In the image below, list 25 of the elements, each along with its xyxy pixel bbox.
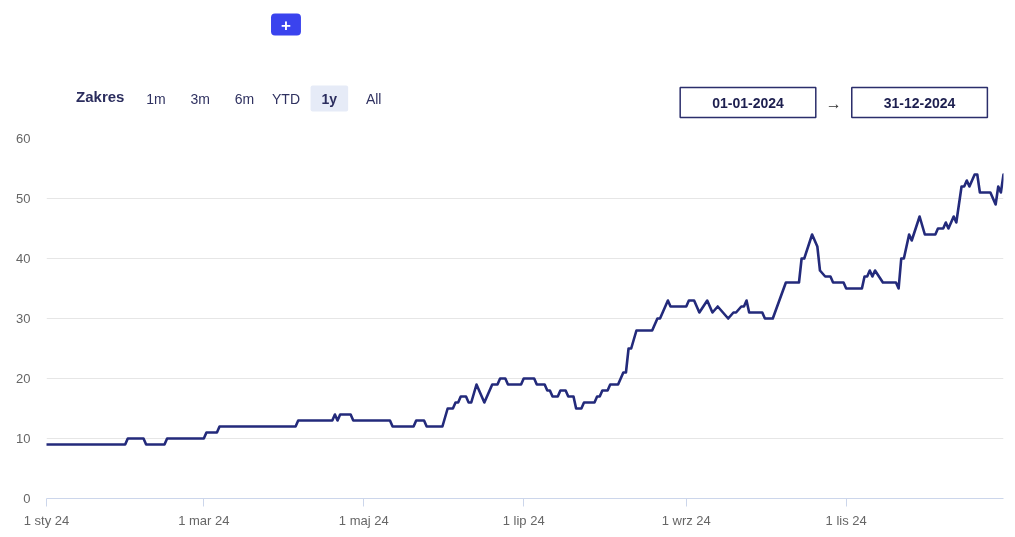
text: All	[365, 90, 382, 107]
x-tick-label: 1 mar 24	[178, 512, 230, 528]
text: 31-12-2024	[883, 94, 956, 111]
x-tick-label: 1 maj 24	[338, 512, 389, 528]
x-tick-label: 1 lip 24	[502, 512, 545, 528]
line-series	[46, 173, 1004, 446]
x-tick-label: 1 lis 24	[825, 512, 867, 528]
y-tick-label: 50	[16, 191, 31, 206]
text: 3m	[190, 90, 210, 107]
x-tick-label: 1 sty 24	[23, 512, 70, 528]
y-tick-label: 0	[23, 491, 31, 506]
text: 6m	[234, 90, 255, 107]
text: Zakres	[76, 88, 125, 105]
y-tick-label: 10	[16, 431, 31, 446]
text: YTD	[271, 90, 300, 107]
y-tick-label: 30	[16, 311, 31, 326]
text: 01-01-2024	[712, 94, 785, 111]
text: 1m	[146, 90, 166, 107]
x-tick-label: 1 wrz 24	[661, 512, 711, 528]
y-tick-label: 60	[16, 131, 31, 146]
y-tick-label: 20	[16, 371, 31, 386]
text: →	[825, 95, 842, 112]
y-tick-label: 40	[16, 251, 31, 266]
text: +	[281, 15, 292, 35]
text: 1y	[321, 90, 338, 107]
